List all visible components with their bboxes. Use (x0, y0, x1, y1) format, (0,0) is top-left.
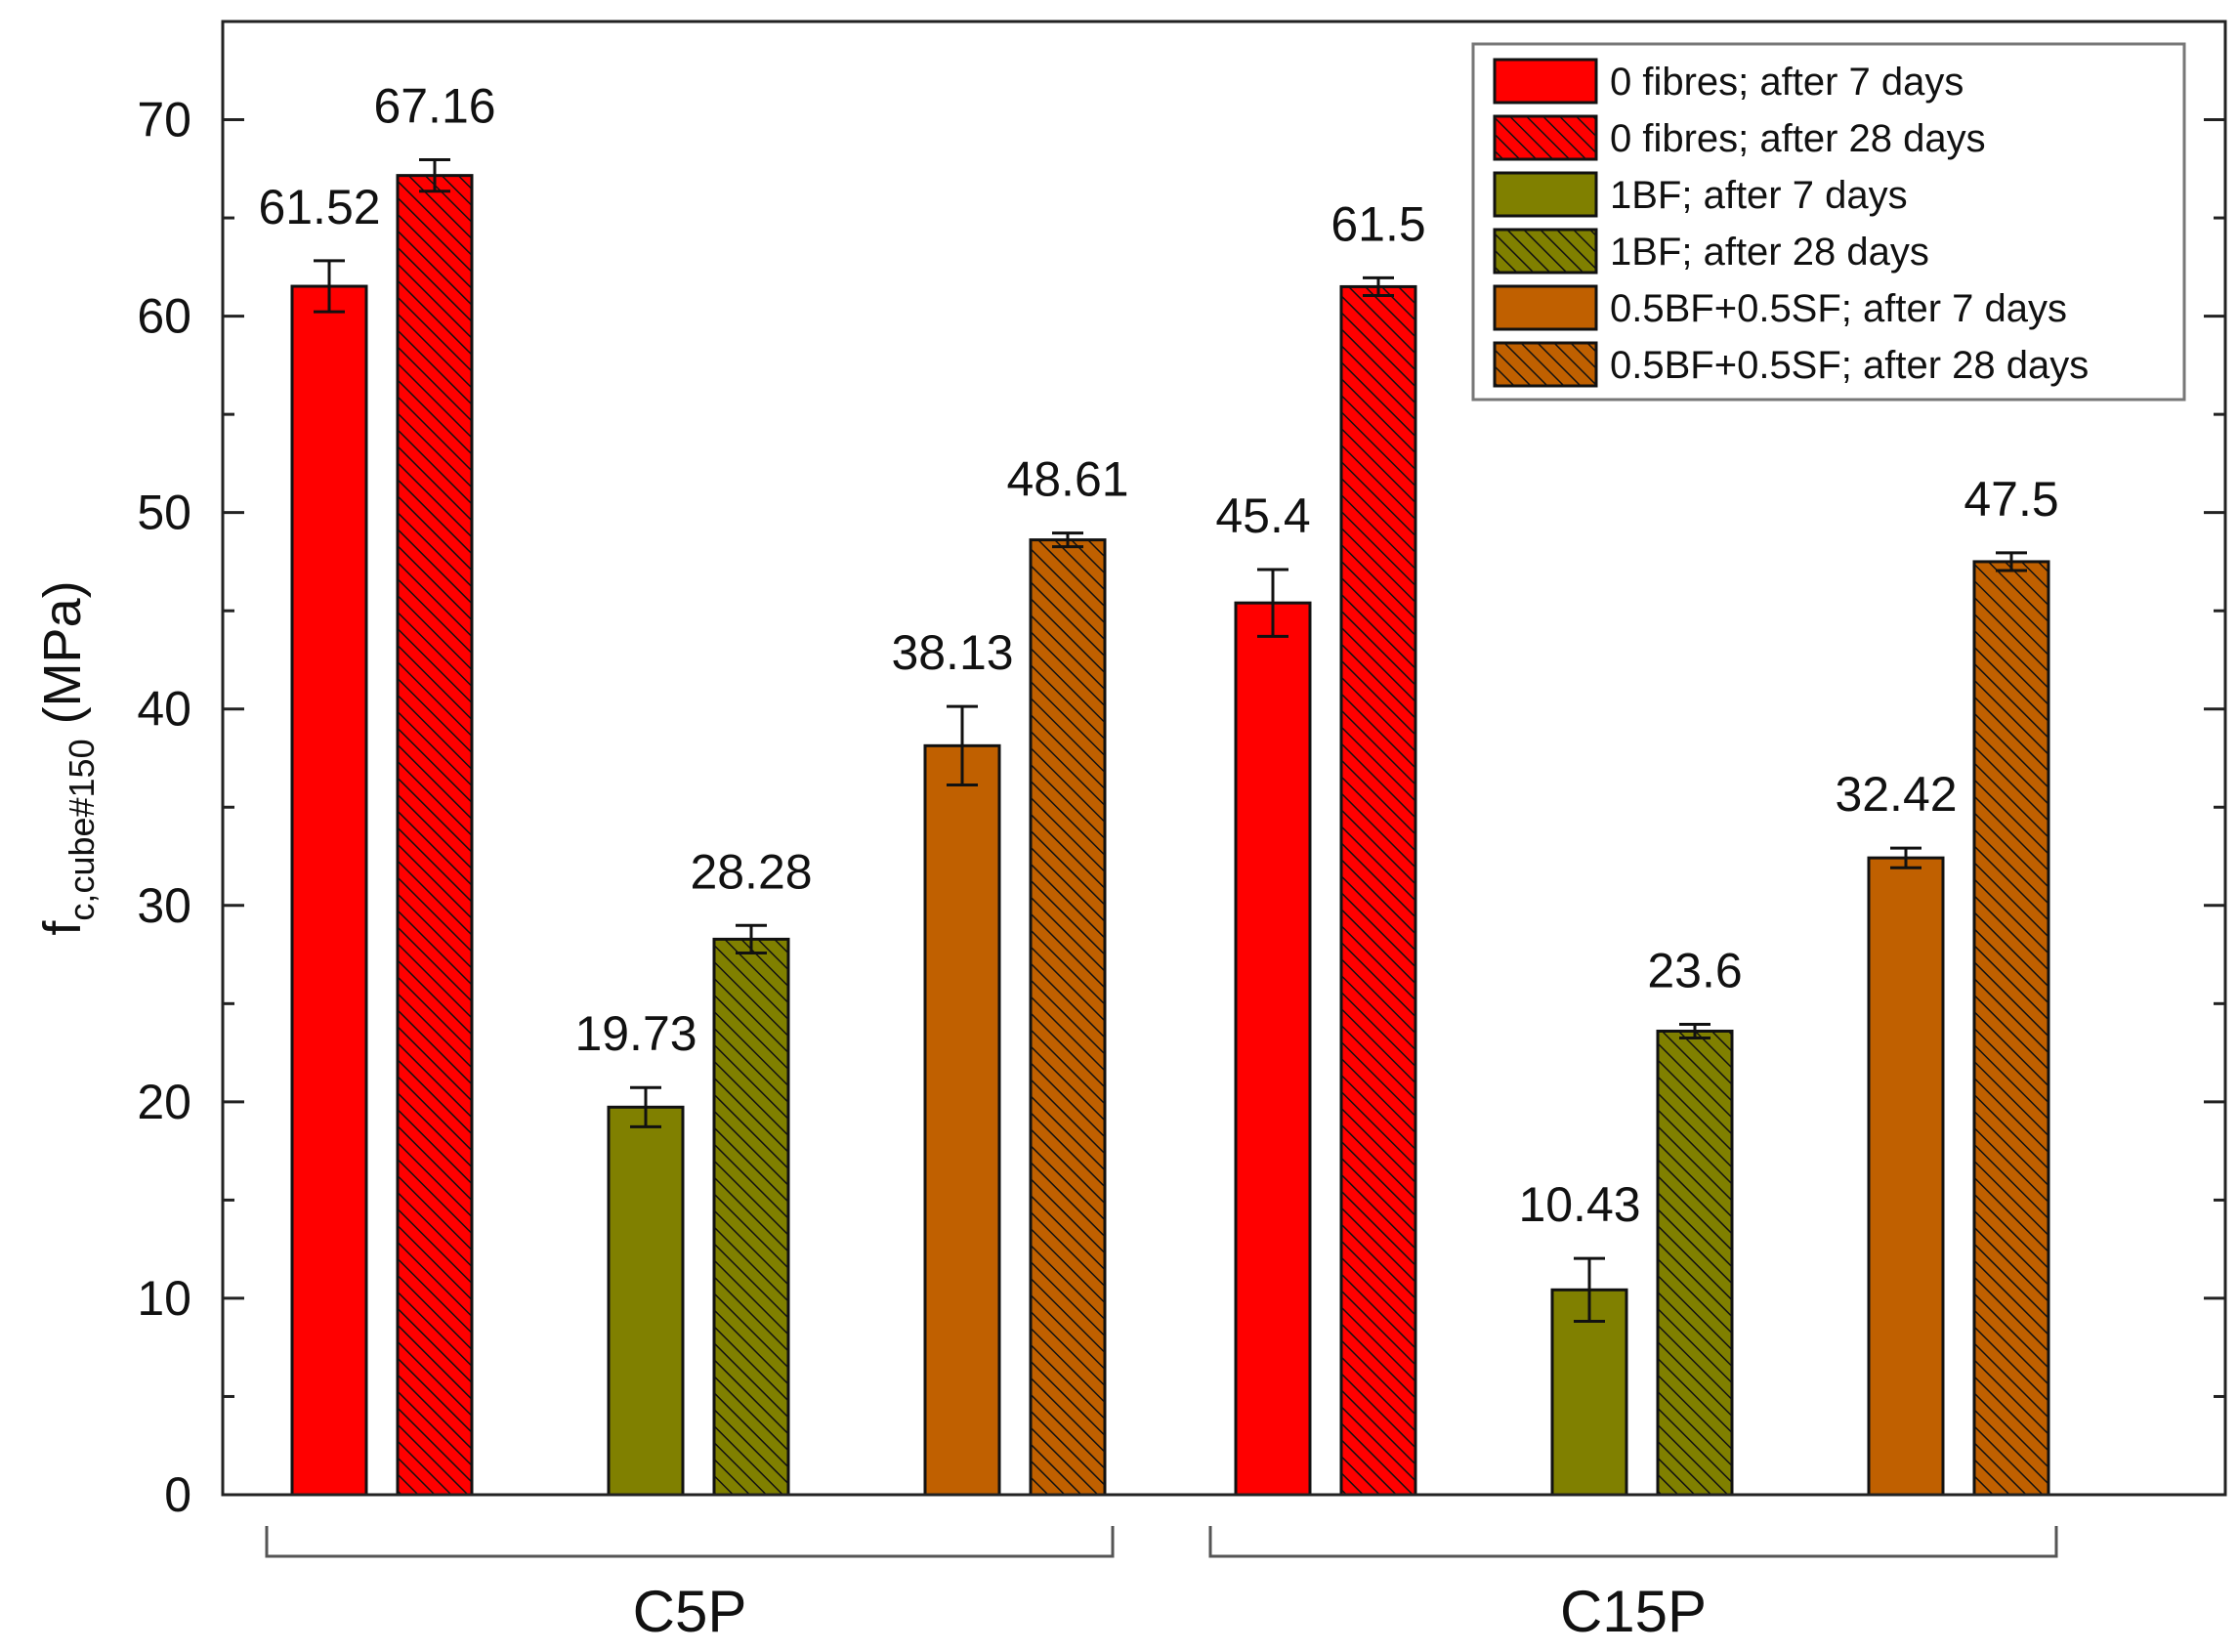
y-axis-label-subscript: c,cube#150 (62, 739, 102, 920)
legend: 0 fibres; after 7 days 0 fibres; after 28… (1471, 42, 2186, 402)
y-tick-label: 70 (137, 93, 191, 148)
group-label: C5P (633, 1579, 747, 1644)
bar (396, 174, 474, 1497)
bar (712, 937, 790, 1497)
legend-label: 0 fibres; after 7 days (1610, 61, 1964, 104)
data-label: 45.4 (1215, 488, 1310, 543)
data-label: 61.52 (258, 180, 380, 234)
bar (1234, 601, 1312, 1497)
data-label: 28.28 (690, 844, 812, 899)
y-axis-label: fc,cube#150 (MPa) (33, 580, 102, 935)
data-label: 32.42 (1835, 767, 1957, 822)
data-labels: 61.52 67.16 19.73 28.28 38.13 48.61 45.4 61.5 10… (258, 79, 2058, 1233)
legend-swatch (1493, 171, 1598, 218)
bar (1656, 1029, 1734, 1497)
y-tick-label: 0 (164, 1467, 191, 1522)
data-label: 10.43 (1518, 1177, 1640, 1232)
group-bracket (265, 1526, 1115, 1558)
legend-label: 0.5BF+0.5SF; after 28 days (1610, 344, 2089, 387)
y-tick-label: 30 (137, 878, 191, 933)
legend-swatch (1493, 114, 1598, 161)
bar (1339, 284, 1417, 1497)
bar (1867, 856, 1945, 1497)
y-axis: 0 10 20 30 40 50 60 70 (137, 20, 2225, 1522)
data-label: 23.6 (1647, 943, 1742, 997)
data-label: 67.16 (373, 79, 495, 134)
legend-label: 1BF; after 28 days (1610, 231, 1929, 274)
data-label: 61.5 (1330, 196, 1425, 251)
legend-label: 0 fibres; after 28 days (1610, 117, 1986, 160)
group-brackets: C5P C15P (265, 1526, 2058, 1644)
legend-swatch (1493, 341, 1598, 388)
legend-swatch (1493, 228, 1598, 275)
y-tick-label: 20 (137, 1075, 191, 1129)
bar (1550, 1288, 1628, 1497)
y-tick-label: 60 (137, 289, 191, 344)
data-label: 38.13 (891, 625, 1013, 680)
bar (923, 743, 1001, 1497)
y-axis-label-prefix: f (33, 920, 92, 936)
bar (290, 284, 368, 1497)
legend-swatch (1493, 284, 1598, 331)
bars-layer (290, 158, 2050, 1497)
y-tick-label: 10 (137, 1271, 191, 1326)
bar (1029, 538, 1107, 1497)
group-label: C15P (1560, 1579, 1707, 1644)
legend-label: 1BF; after 7 days (1610, 174, 1908, 217)
y-tick-label: 50 (137, 486, 191, 540)
legend-label: 0.5BF+0.5SF; after 7 days (1610, 287, 2067, 330)
y-tick-label: 40 (137, 682, 191, 737)
data-label: 48.61 (1006, 452, 1128, 507)
y-axis-label-unit: (MPa) (33, 580, 92, 739)
data-label: 19.73 (574, 1006, 697, 1061)
bar (1972, 560, 2050, 1497)
group-bracket (1208, 1526, 2058, 1558)
data-label: 47.5 (1964, 472, 2058, 527)
plot-frame (221, 20, 2227, 1497)
bar (607, 1105, 685, 1497)
legend-swatch (1493, 58, 1598, 105)
